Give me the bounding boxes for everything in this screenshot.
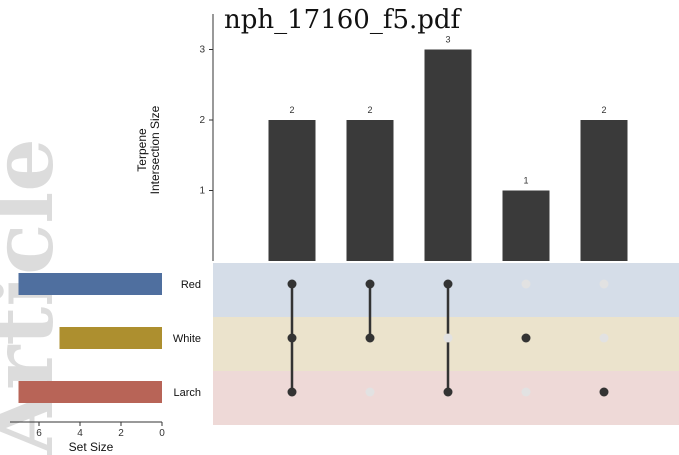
intersection-bar <box>424 49 472 261</box>
set-band-larch <box>213 371 679 425</box>
intersection-axis-title-line: Terpene <box>135 128 149 172</box>
matrix-dot-inactive <box>599 279 609 289</box>
matrix-dot-active <box>365 333 375 343</box>
set-size-bar-white <box>59 327 162 349</box>
set-label-white: White <box>173 333 201 345</box>
y-tick-label-1: 1 <box>199 186 205 197</box>
set-size-tick-label-4: 4 <box>77 428 83 439</box>
intersection-bar <box>502 190 550 261</box>
matrix-dot-active <box>443 279 453 289</box>
set-size-tick-label-0: 0 <box>159 428 165 439</box>
intersection-axis-title-line: Intersection Size <box>148 105 162 194</box>
intersection-bar <box>346 120 394 261</box>
document-title: nph_17160_f5.pdf <box>224 5 461 35</box>
intersection-bar-label: 2 <box>289 105 294 115</box>
matrix-dot-active <box>287 387 297 397</box>
matrix-dot-inactive <box>365 387 375 397</box>
intersection-bar-label: 1 <box>523 176 528 186</box>
intersection-bar <box>268 120 316 261</box>
set-size-bar-larch <box>18 381 162 403</box>
set-size-axis-title: Set Size <box>69 440 114 454</box>
intersection-bar-label: 2 <box>601 105 606 115</box>
matrix-dot-inactive <box>599 333 609 343</box>
matrix-dot-active <box>287 279 297 289</box>
set-label-larch: Larch <box>173 387 201 399</box>
set-band-red <box>213 263 679 317</box>
set-size-bar-red <box>18 273 162 295</box>
matrix-dot-inactive <box>443 333 453 343</box>
matrix-dot-inactive <box>521 387 531 397</box>
matrix-dot-inactive <box>521 279 531 289</box>
set-size-tick-label-2: 2 <box>118 428 124 439</box>
set-size-tick-label-6: 6 <box>36 428 42 439</box>
matrix-dot-active <box>443 387 453 397</box>
matrix-dot-active <box>365 279 375 289</box>
intersection-axis-title: TerpeneIntersection Size <box>135 105 162 194</box>
matrix-dot-active <box>599 387 609 397</box>
y-tick-label-2: 2 <box>199 115 205 126</box>
set-band-white <box>213 317 679 371</box>
matrix-dot-active <box>287 333 297 343</box>
matrix-dot-active <box>521 333 531 343</box>
set-label-red: Red <box>181 279 201 291</box>
intersection-bar <box>580 120 628 261</box>
watermark-text: Article <box>0 138 72 455</box>
y-tick-label-3: 3 <box>199 45 205 56</box>
intersection-bar-label: 3 <box>445 35 450 45</box>
intersection-bar-label: 2 <box>367 105 372 115</box>
